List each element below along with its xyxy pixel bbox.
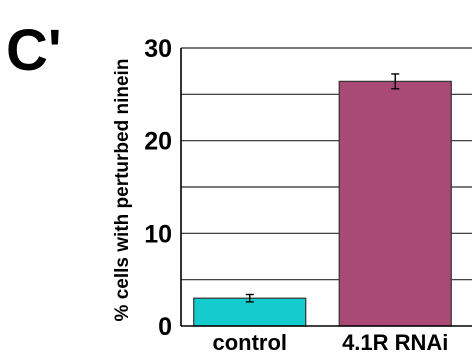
error-bar	[245, 293, 254, 303]
y-tick-labels: 0 10 20 30	[144, 35, 172, 341]
x-category-labels: control 4.1R RNAi	[212, 330, 448, 355]
x-category-label: control	[212, 330, 287, 355]
x-category-label: 4.1R RNAi	[342, 330, 448, 355]
y-axis-title: % cells with perturbed ninein	[112, 59, 133, 322]
y-tick-label: 10	[144, 220, 172, 248]
bars	[193, 80, 452, 327]
panel-label: C'	[6, 18, 62, 83]
bar-rnai	[338, 80, 452, 327]
y-tick-label: 20	[144, 128, 172, 156]
y-tick-label: 0	[158, 313, 172, 341]
y-tick-label: 30	[144, 35, 172, 63]
error-bars	[245, 73, 400, 303]
error-bar	[391, 73, 400, 90]
